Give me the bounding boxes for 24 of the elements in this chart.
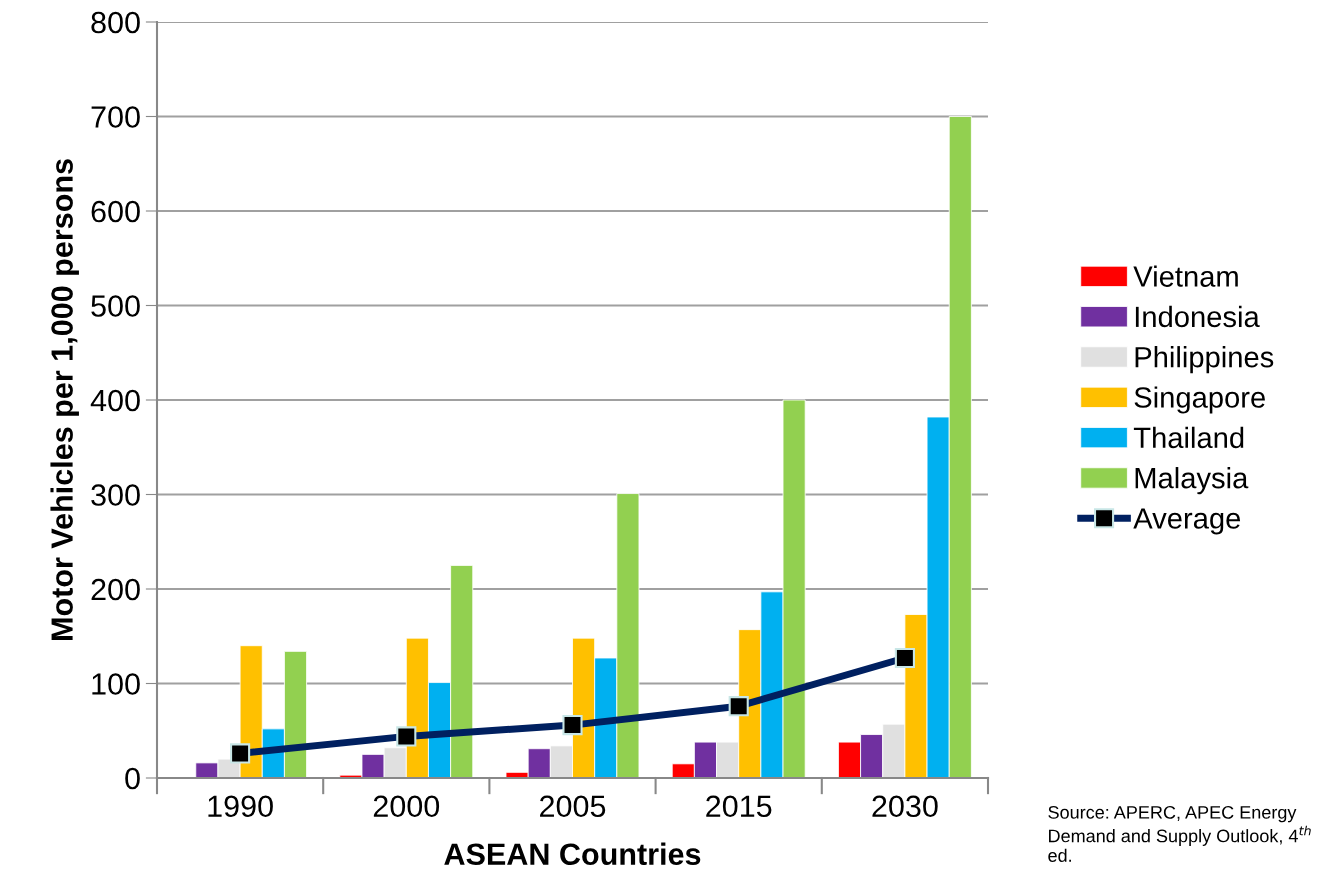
x-tick-label: 1990 <box>208 795 273 818</box>
x-tick-label: 2030 <box>872 795 938 818</box>
legend-label: Indonesia <box>1135 305 1260 328</box>
y-axis-title: Motor Vehicles per 1,000 persons <box>50 159 79 640</box>
y-tick-label: 400 <box>90 389 140 412</box>
x-tick-label: 2015 <box>706 795 772 818</box>
legend-label: Malaysia <box>1135 467 1249 495</box>
y-tick-label: 700 <box>91 106 140 128</box>
y-tick-label: 300 <box>91 484 140 506</box>
y-tick-label: 100 <box>92 673 140 695</box>
y-tick-label: 600 <box>91 200 140 223</box>
legend-label: Singapore <box>1134 386 1265 414</box>
y-tick-label: 200 <box>91 578 140 601</box>
legend-label: Thailand <box>1133 426 1244 449</box>
legend-label: Average <box>1133 508 1241 535</box>
x-tick-label: 2000 <box>373 795 440 818</box>
y-tick-label: 800 <box>91 11 140 34</box>
text: Source: APERC, APEC Energy Demand and Supply Outlook, 4$^{th}$ ed. <box>1048 805 1311 862</box>
x-tick-label: 2005 <box>540 795 606 818</box>
y-tick-label: 500 <box>91 295 140 317</box>
legend-label: Philippines <box>1135 346 1274 374</box>
x-axis-title: ASEAN Countries <box>444 842 701 866</box>
y-tick-label: 0 <box>125 767 140 790</box>
legend-label: Vietnam <box>1133 265 1238 287</box>
